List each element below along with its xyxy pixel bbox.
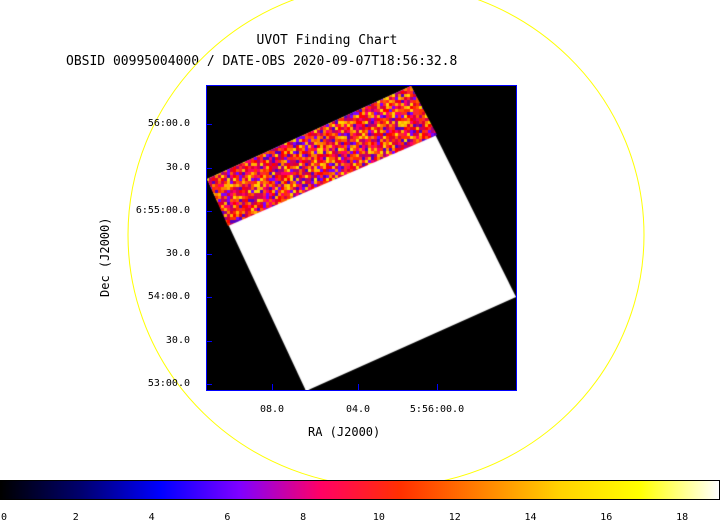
x-tick-label: 5:56:00.0 (409, 404, 465, 415)
colorbar-tick-label: 14 (524, 512, 537, 523)
colorbar-tick-label: 8 (300, 512, 307, 523)
colorbar-tick-label: 2 (72, 512, 79, 523)
colorbar-tick-label: 12 (448, 512, 461, 523)
y-tick-label: 56:00.0 (147, 118, 190, 129)
field-of-view-circle (127, 0, 645, 488)
y-tick-label: 30.0 (165, 335, 190, 346)
colorbar-tick-label: 0 (0, 512, 8, 523)
y-tick-label: 53:00.0 (147, 378, 190, 389)
chart-title: UVOT Finding Chart (256, 33, 398, 48)
chart-subtitle: OBSID 00995004000 / DATE-OBS 2020-09-07T… (66, 54, 458, 69)
y-tick-label: 30.0 (165, 248, 190, 259)
x-tick-label: 08.0 (259, 404, 285, 415)
y-tick-label: 6:55:00.0 (135, 205, 190, 216)
y-tick-label: 54:00.0 (147, 291, 190, 302)
colorbar-tick-label: 18 (676, 512, 689, 523)
x-tick-label: 04.0 (345, 404, 371, 415)
x-axis-label: RA (J2000) (308, 425, 381, 439)
y-axis-label: Dec (J2000) (98, 217, 112, 297)
colorbar (0, 480, 720, 500)
colorbar-tick-label: 16 (600, 512, 613, 523)
colorbar-tick-label: 6 (224, 512, 231, 523)
plot-frame (206, 85, 517, 391)
colorbar-tick-label: 10 (372, 512, 385, 523)
image-panel (206, 85, 516, 390)
colorbar-tick-label: 4 (148, 512, 155, 523)
y-tick-label: 30.0 (165, 162, 190, 173)
